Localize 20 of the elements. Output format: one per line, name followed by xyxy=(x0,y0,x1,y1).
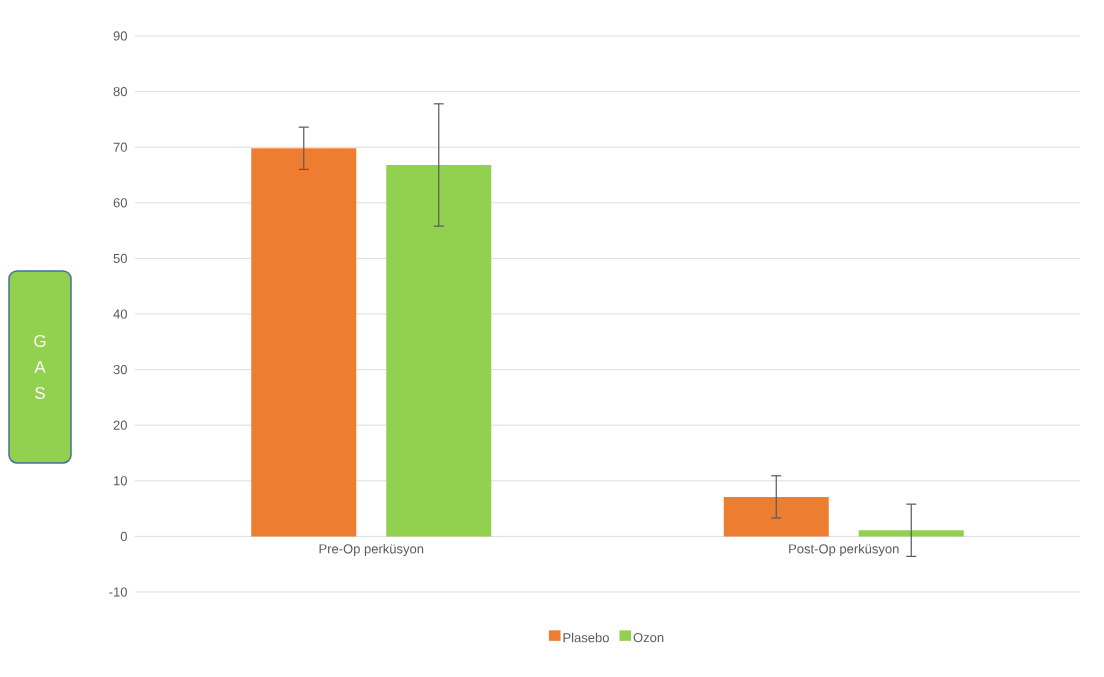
x-tick-label: Post-Op perküsyon xyxy=(789,543,899,557)
y-tick-label: 70 xyxy=(113,142,127,152)
y-tick-label: 0 xyxy=(120,531,127,541)
y-tick-label: 50 xyxy=(113,253,127,263)
y-tick-label: 80 xyxy=(113,86,127,97)
y-axis-title: G A S xyxy=(34,334,46,400)
y-tick-label: 60 xyxy=(113,198,127,208)
bar xyxy=(858,530,964,537)
legend-label: Plasebo xyxy=(563,632,609,643)
bar xyxy=(251,148,357,537)
y-tick-label: 30 xyxy=(113,364,127,375)
y-tick-label: 40 xyxy=(113,309,127,319)
y-tick-label: 10 xyxy=(114,476,127,486)
y-tick-label: 20 xyxy=(113,420,127,430)
y-tick-label: -10 xyxy=(109,587,127,597)
x-tick-label: Pre-Op perküsyon xyxy=(319,543,424,557)
bar xyxy=(386,164,492,537)
legend-label: Ozon xyxy=(633,632,664,643)
y-tick-label: 90 xyxy=(113,31,127,41)
bar xyxy=(723,496,829,537)
